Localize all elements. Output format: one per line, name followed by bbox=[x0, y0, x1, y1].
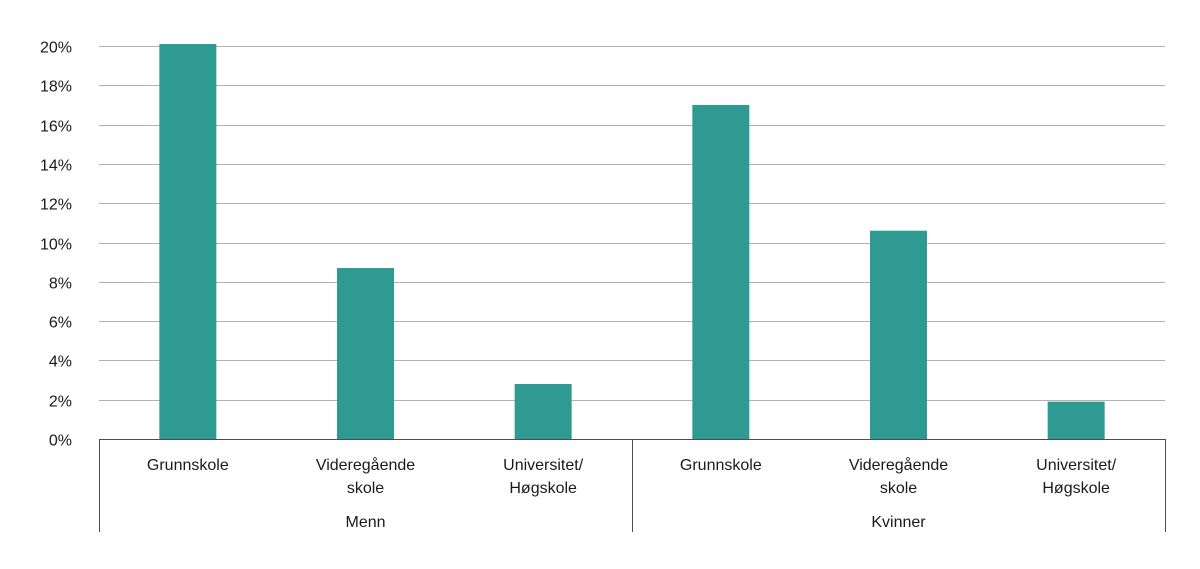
category-label: Videregående skole bbox=[849, 456, 948, 497]
category-label: Videregående skole bbox=[316, 456, 415, 497]
y-tick-label: 6% bbox=[49, 315, 72, 332]
bar bbox=[337, 268, 394, 439]
bar bbox=[692, 104, 750, 439]
category-labels: Grunnskole Videregående skole Universitet/H… bbox=[147, 456, 1117, 497]
category-axis bbox=[99, 439, 1166, 532]
y-tick-label: 4% bbox=[49, 354, 72, 371]
y-tick-label: 18% bbox=[40, 79, 72, 96]
bars bbox=[159, 44, 1105, 439]
bar bbox=[1047, 401, 1105, 439]
y-axis-tick-labels: 0% 2% 4% 6% 8% 10% 12% 14% 16% 18% 20% bbox=[40, 40, 72, 450]
group-label: Kvinner bbox=[871, 514, 926, 531]
category-label: Grunnskole bbox=[147, 457, 229, 474]
group-labels: Menn Kvinner bbox=[345, 514, 926, 531]
category-label: Grunnskole bbox=[680, 457, 762, 474]
y-tick-label: 2% bbox=[49, 394, 72, 411]
y-tick-label: 16% bbox=[40, 119, 72, 136]
category-label: Universitet/Høgskole bbox=[1036, 457, 1117, 497]
bar bbox=[514, 383, 572, 439]
y-tick-label: 8% bbox=[49, 276, 72, 293]
bar bbox=[159, 44, 217, 439]
y-tick-label: 10% bbox=[40, 237, 72, 254]
group-label: Menn bbox=[345, 514, 385, 531]
gridlines bbox=[99, 46, 1165, 401]
y-tick-label: 14% bbox=[40, 158, 72, 175]
y-tick-label: 20% bbox=[40, 40, 72, 57]
category-label: Universitet/Høgskole bbox=[503, 457, 584, 497]
y-tick-label: 0% bbox=[49, 433, 72, 450]
y-tick-label: 12% bbox=[40, 197, 72, 214]
bar bbox=[870, 230, 927, 439]
